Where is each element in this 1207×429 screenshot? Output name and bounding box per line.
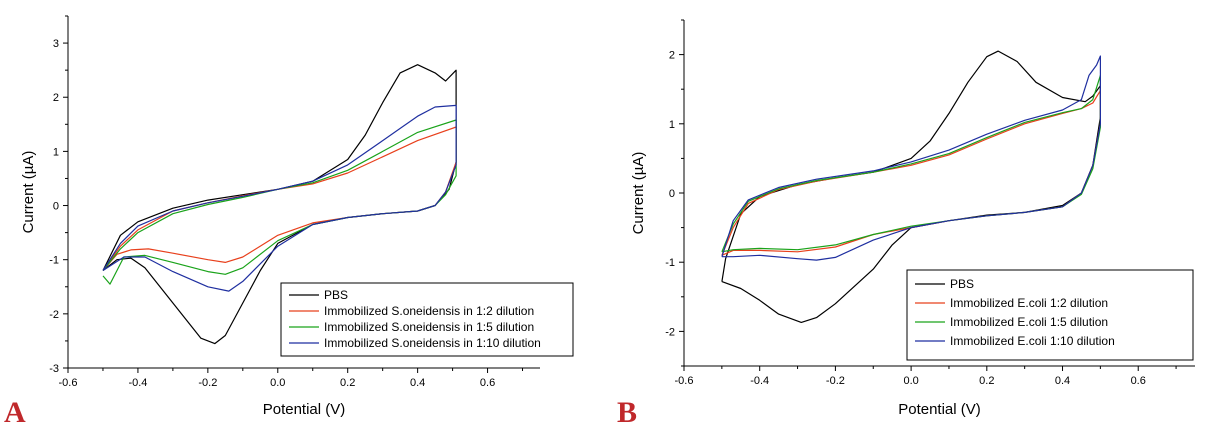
y-axis-title: Current (µA) <box>630 152 647 235</box>
legend-label: Immobilized E.coli 1:5 dilution <box>950 315 1108 329</box>
x-tick-label: 0.4 <box>410 377 425 389</box>
x-tick-label: -0.4 <box>128 377 147 389</box>
panel-letter: B <box>617 396 637 429</box>
x-tick-label: 0.2 <box>340 377 355 389</box>
y-tick-label: -1 <box>49 255 59 267</box>
series-line-1 <box>102 126 457 271</box>
legend-label: PBS <box>950 277 974 291</box>
y-tick-label: -2 <box>49 309 59 321</box>
x-tick-label: -0.6 <box>59 377 78 389</box>
legend-box <box>906 269 1194 361</box>
legend-label: PBS <box>324 288 348 302</box>
x-axis-title: Potential (V) <box>263 401 346 418</box>
series-line-3 <box>102 104 457 292</box>
y-tick-label: 3 <box>53 38 59 50</box>
x-tick-label: 0.0 <box>270 377 285 389</box>
y-tick-label: -3 <box>49 363 59 375</box>
x-tick-label: 0.6 <box>480 377 495 389</box>
x-tick-label: 0.4 <box>1055 375 1070 387</box>
x-tick-label: 0.6 <box>1131 375 1146 387</box>
y-tick-label: 1 <box>669 119 675 131</box>
x-tick-label: -0.4 <box>750 375 769 387</box>
y-tick-label: 2 <box>53 92 59 104</box>
y-axis-title: Current (µA) <box>20 151 37 234</box>
y-tick-label: -2 <box>665 326 675 338</box>
y-tick-label: 0 <box>669 188 675 200</box>
legend-label: Immobilized S.oneidensis in 1:2 dilution <box>324 304 534 318</box>
y-tick-label: -1 <box>665 257 675 269</box>
x-tick-label: -0.6 <box>675 375 694 387</box>
y-tick-label: 0 <box>53 201 59 213</box>
legend-box <box>280 282 574 357</box>
y-tick-label: 2 <box>669 50 675 62</box>
legend-label: Immobilized S.oneidensis in 1:10 dilutio… <box>324 336 541 350</box>
series-line-3 <box>721 55 1101 261</box>
panel-letter: A <box>4 396 26 429</box>
legend-label: Immobilized S.oneidensis in 1:5 dilution <box>324 320 534 334</box>
panel-a: -0.6 -0.4 -0.2 0.0 0.2 0.4 0.6 -3 -2 -1 0 1 2 3 Potent… <box>4 15 574 429</box>
panel-b: -0.6 -0.4 -0.2 0.0 0.2 0.4 0.6 -2 -1 0 1 2 Potential… <box>617 19 1195 429</box>
x-tick-label: -0.2 <box>826 375 845 387</box>
legend-label: Immobilized E.coli 1:10 dilution <box>950 334 1115 348</box>
series-line-2 <box>721 74 1101 253</box>
x-tick-label: 0.0 <box>903 375 918 387</box>
x-tick-label: -0.2 <box>198 377 217 389</box>
legend-label: Immobilized E.coli 1:2 dilution <box>950 296 1108 310</box>
x-tick-label: 0.2 <box>979 375 994 387</box>
x-axis-title: Potential (V) <box>898 401 981 418</box>
series-line-2 <box>102 119 457 285</box>
y-tick-label: 1 <box>53 146 59 158</box>
